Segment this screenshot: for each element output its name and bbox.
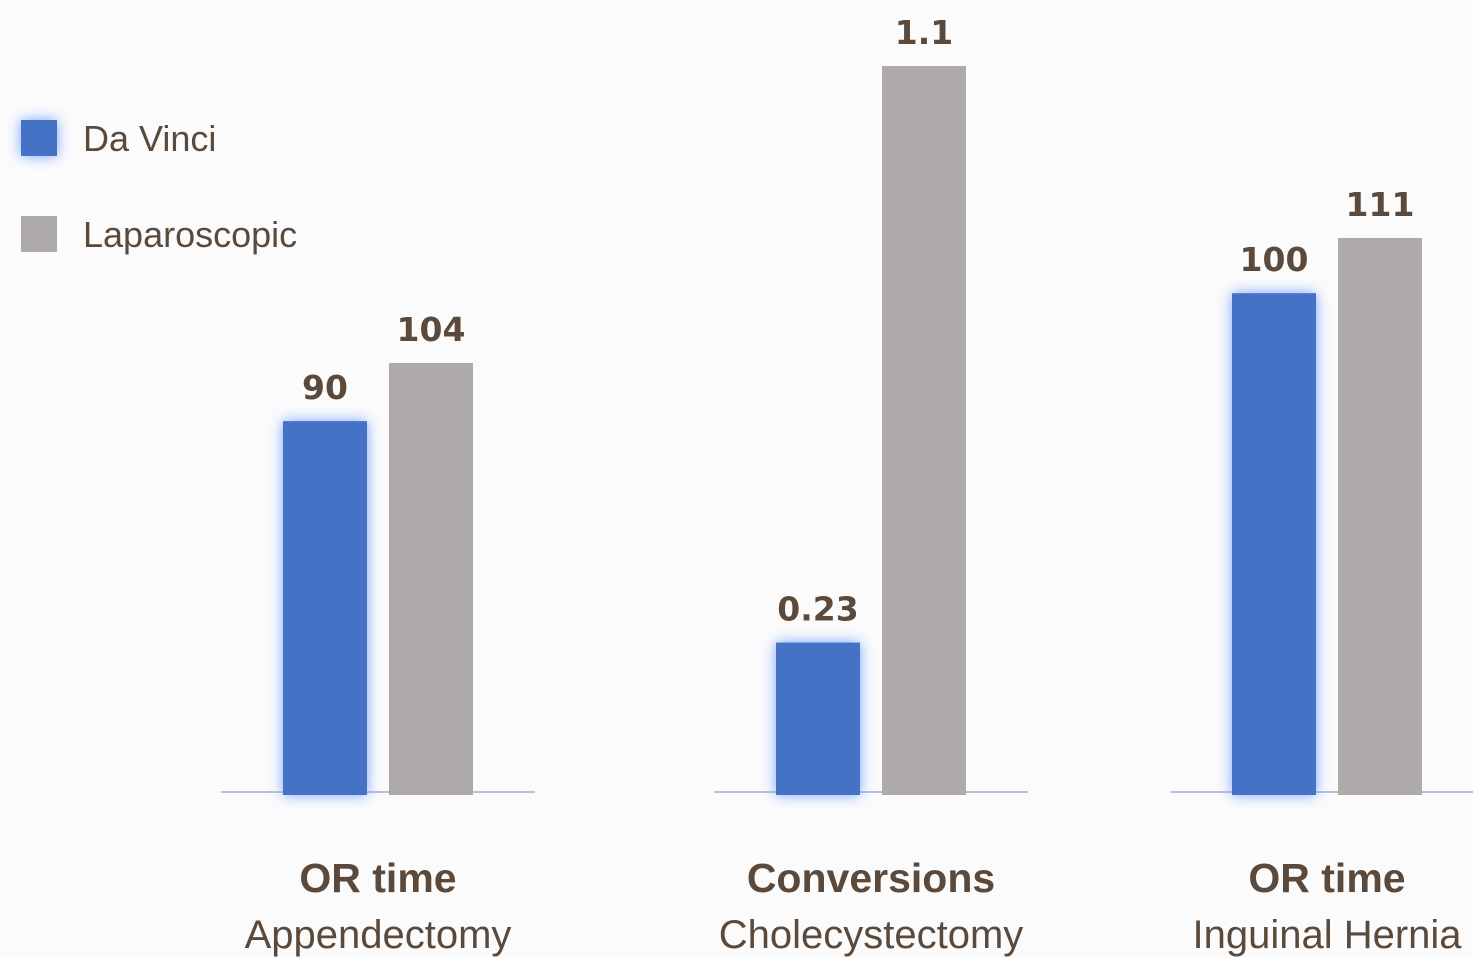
- legend-label-da-vinci: Da Vinci: [83, 118, 216, 159]
- bar-group-3: 100 111 OR time Inguinal Hernia: [1171, 185, 1473, 957]
- data-label: 111: [1346, 185, 1415, 224]
- bar-laparoscopic: [389, 363, 473, 795]
- category-title: OR time: [299, 855, 456, 901]
- category-subtitle: Inguinal Hernia: [1192, 913, 1462, 957]
- data-label: 1.1: [895, 13, 953, 52]
- category-title: OR time: [1248, 855, 1405, 901]
- bar-da-vinci: [776, 642, 860, 795]
- bar-group-2: 0.23 1.1 Conversions Cholecystectomy: [714, 13, 1028, 957]
- bar-group-1: 90 104 OR time Appendectomy: [221, 310, 535, 957]
- data-label: 90: [302, 368, 348, 407]
- bar-da-vinci: [283, 421, 367, 795]
- data-label: 100: [1240, 240, 1309, 279]
- data-label: 104: [397, 310, 466, 349]
- legend-swatch-laparoscopic: [21, 216, 57, 252]
- category-subtitle: Appendectomy: [245, 913, 512, 957]
- category-subtitle: Cholecystectomy: [719, 913, 1024, 957]
- legend: Da Vinci Laparoscopic: [21, 118, 297, 255]
- legend-label-laparoscopic: Laparoscopic: [83, 214, 297, 255]
- data-label: 0.23: [777, 590, 858, 629]
- category-title: Conversions: [747, 855, 995, 901]
- legend-swatch-da-vinci: [21, 120, 57, 156]
- bar-laparoscopic: [882, 66, 966, 795]
- bar-laparoscopic: [1338, 238, 1422, 795]
- bar-da-vinci: [1232, 293, 1316, 795]
- plot-area: 90 104 OR time Appendectomy 0.23 1.1 Conversio…: [221, 13, 1473, 957]
